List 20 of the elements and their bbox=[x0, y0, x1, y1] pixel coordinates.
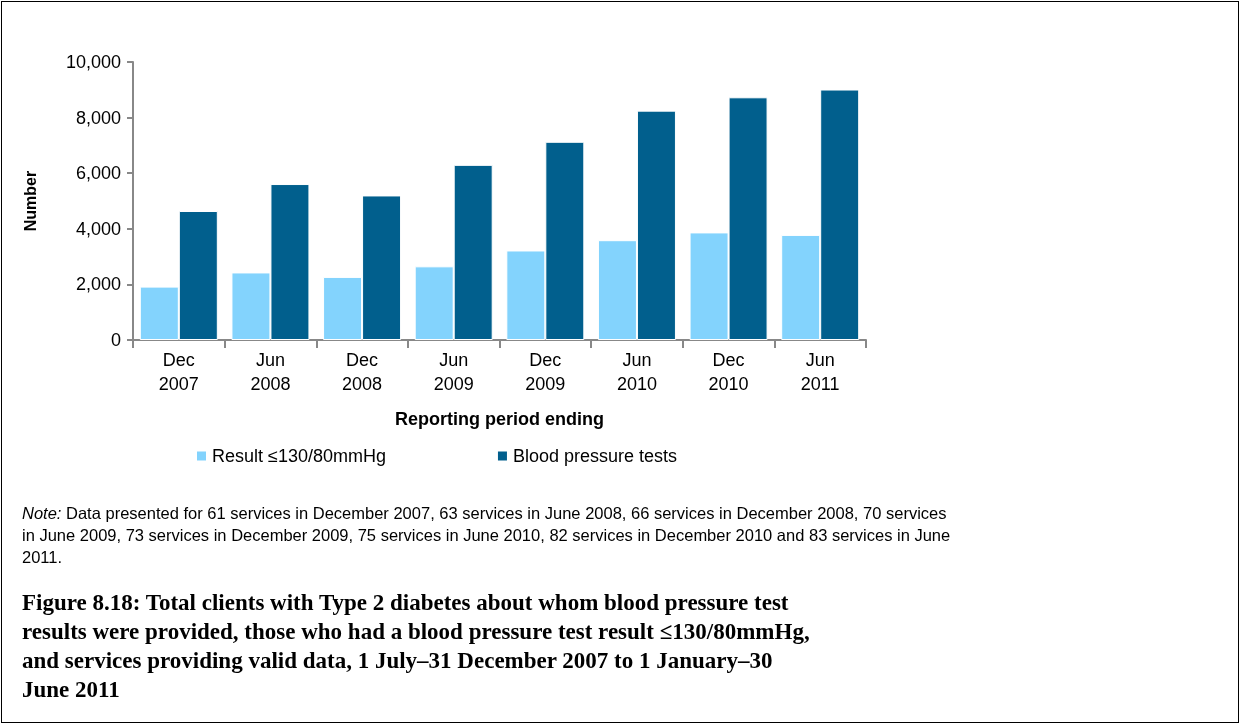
y-tick-label: 8,000 bbox=[75, 107, 121, 128]
legend-label: Result ≤130/80mmHg bbox=[212, 446, 386, 466]
y-tick-label: 0 bbox=[110, 330, 121, 350]
x-tick-label: Jun 2008 bbox=[250, 350, 291, 394]
text: Figure 8.18: Total clients with Type 2 diabetes about whom blood pressure test results were provided, those who had a blood pressure test result ≤130/80mmHg, and services providing valid data, 1 July–31 December 2007 to 1 January–30 June 2011 bbox=[22, 589, 811, 704]
y-tick-label: 2,000 bbox=[75, 274, 121, 295]
x-tick-label: Jun 2011 bbox=[800, 350, 840, 394]
y-tick-label: 10,000 bbox=[65, 52, 121, 72]
x-tick-label: Dec 2010 bbox=[708, 350, 749, 394]
x-tick-label: Dec 2009 bbox=[525, 350, 566, 394]
text: Note: Data presented for 61 services in December 2007, 63 services in June 2008, 66 services in December 2008, 70 services in June 2009, 73 services in December 2009, 75 services in June 2010, 82 services in December 2010 and 83 services in June 2011. bbox=[22, 503, 952, 568]
x-axis-title: Reporting period ending bbox=[395, 409, 604, 429]
y-axis-title: Number bbox=[21, 170, 39, 232]
x-tick-label: Dec 2008 bbox=[342, 350, 383, 394]
y-tick-label: 6,000 bbox=[75, 163, 121, 184]
y-tick-label: 4,000 bbox=[75, 218, 121, 239]
x-tick-label: Dec 2007 bbox=[158, 350, 199, 394]
x-tick-label: Jun 2010 bbox=[616, 350, 657, 394]
x-tick-label: Jun 2009 bbox=[433, 350, 474, 394]
legend-label: Blood pressure tests bbox=[512, 446, 678, 466]
